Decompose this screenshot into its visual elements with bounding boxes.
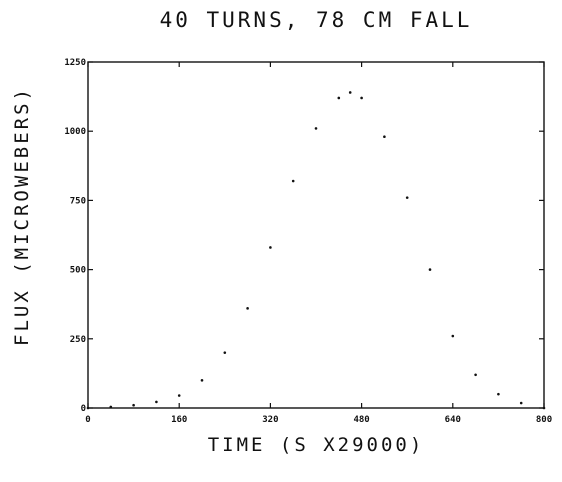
data-point [542,406,546,410]
data-point [200,379,204,382]
data-point [519,401,523,405]
data-point [497,392,500,396]
data-point [474,373,477,377]
x-tick-label: 640 [445,415,461,425]
chart-title: 40 TURNS, 78 CM FALL [159,8,473,32]
data-point [314,127,318,130]
x-tick-label: 480 [353,415,369,425]
ticks: 0 160 320 480 640 800 0 250 500 750 1000 1250 [64,58,552,425]
data-point [155,400,158,404]
data-point [223,351,227,354]
series-points [86,91,546,410]
data-point [246,307,249,310]
data-point [451,334,455,338]
y-tick-label: 750 [70,196,86,206]
x-tick-label: 160 [171,415,187,425]
data-point [291,179,295,183]
x-tick-label: 320 [262,415,278,425]
data-point [337,96,341,100]
data-point [86,406,90,410]
data-point [109,405,113,409]
y-tick-label: 1250 [64,58,86,68]
data-point [177,394,181,397]
x-axis-label: TIME (S X29000) [207,434,425,456]
x-tick-label: 800 [536,415,552,425]
y-tick-label: 500 [70,266,86,276]
data-point [383,135,386,139]
data-point [348,91,352,94]
axes [87,61,545,409]
y-tick-label: 0 [81,404,86,414]
y-tick-label: 1000 [64,127,86,137]
plot-frame [87,61,545,409]
data-point [428,268,432,271]
data-point [405,196,409,199]
data-point [360,96,363,100]
y-tick-label: 250 [70,335,86,345]
data-point [132,403,135,407]
data-point [269,246,272,249]
x-tick-label: 0 [85,415,90,425]
